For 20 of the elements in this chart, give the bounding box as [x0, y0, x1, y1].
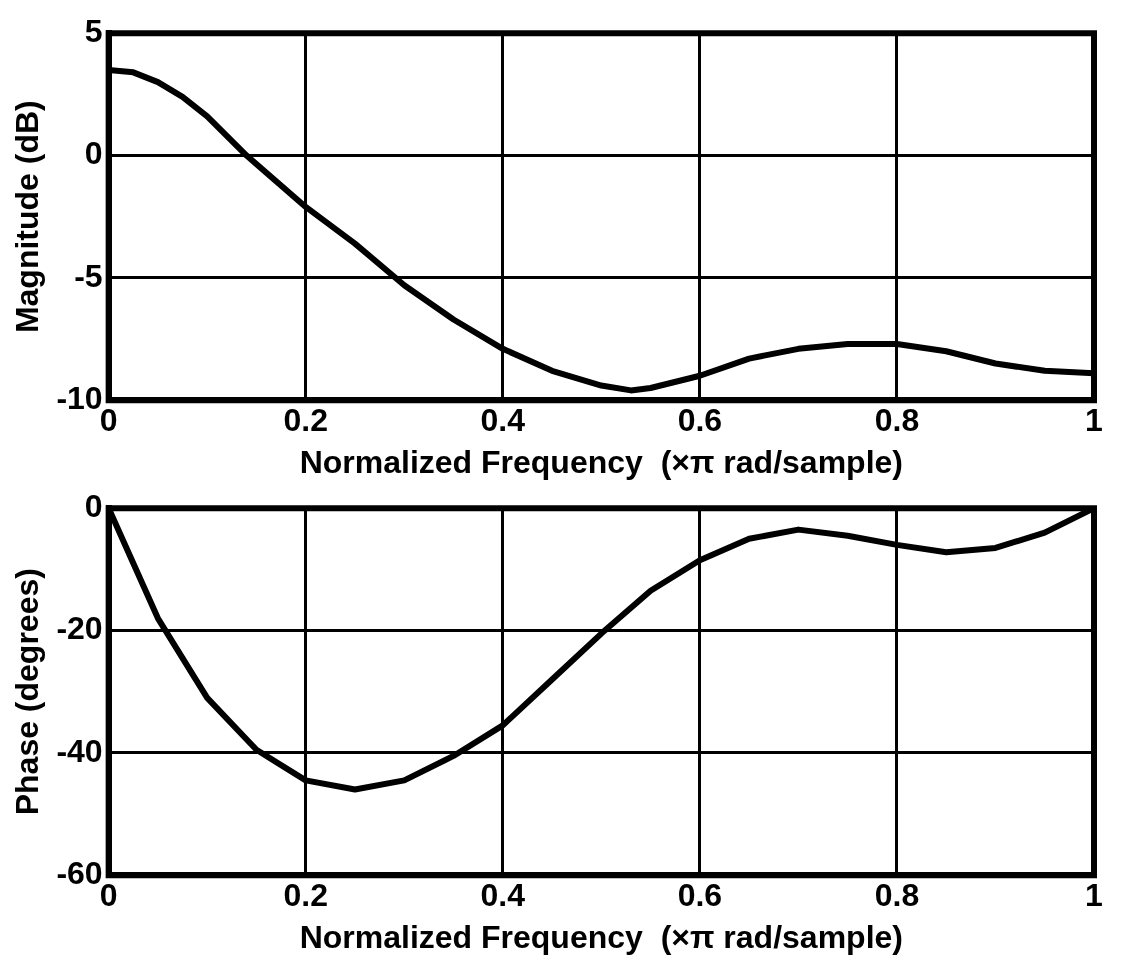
x-tick-label: 0.2 — [283, 402, 328, 439]
x-tick-label: 0.8 — [874, 402, 920, 439]
y-tick-label: 0 — [84, 135, 103, 172]
x-tick-label: 0.6 — [677, 877, 723, 914]
x-axis-title: Normalized Frequency (×π rad/sample) — [299, 443, 903, 480]
x-tick-label: 1 — [1085, 402, 1103, 439]
y-tick-label: 5 — [84, 13, 103, 50]
x-tick-label: 0.4 — [480, 877, 526, 914]
y-axis-title: Magnitude (dB) — [9, 100, 46, 334]
x-tick-label: 0.2 — [283, 877, 328, 914]
y-tick-label: -20 — [56, 610, 103, 647]
x-tick-label: 0.8 — [874, 877, 920, 914]
y-axis-title: Phase (degrees) — [9, 568, 46, 816]
x-axis-title: Normalized Frequency (×π rad/sample) — [299, 918, 903, 955]
x-tick-label: 1 — [1085, 877, 1103, 914]
x-tick-label: 0.4 — [480, 402, 526, 439]
x-tick-label: 0.6 — [677, 402, 723, 439]
y-tick-label: 0 — [84, 488, 103, 525]
y-tick-label: -5 — [74, 257, 103, 294]
y-tick-label: -40 — [56, 732, 103, 769]
